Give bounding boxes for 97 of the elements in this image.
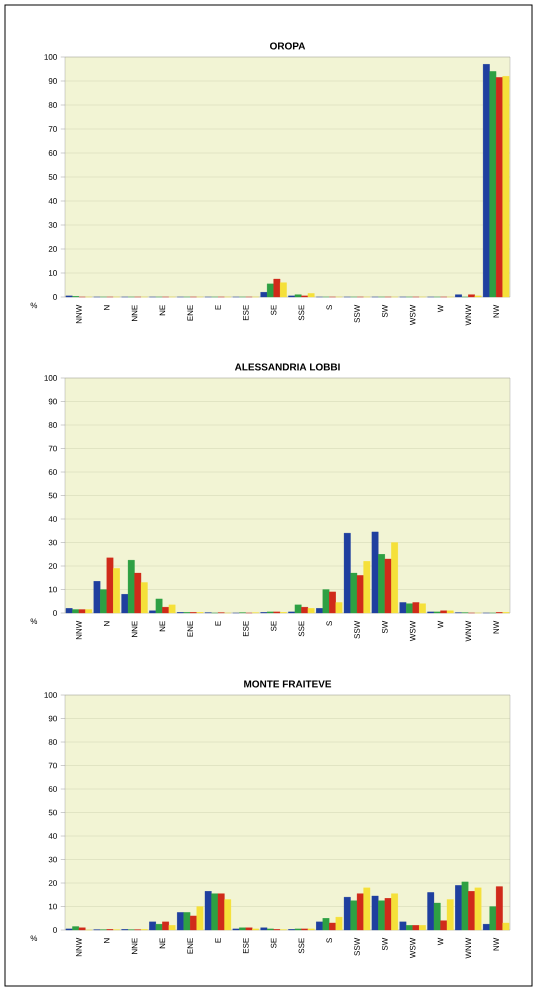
bar	[294, 294, 302, 298]
bar	[400, 602, 406, 614]
bar	[406, 925, 413, 930]
bar	[468, 294, 475, 298]
bar	[336, 602, 342, 614]
chart-title: MONTE FRAITEVE	[244, 680, 332, 688]
bar	[190, 916, 197, 930]
bar	[446, 610, 454, 614]
bar	[316, 922, 323, 930]
bar	[168, 604, 176, 614]
bar	[419, 925, 426, 930]
bar	[496, 77, 503, 298]
bar	[440, 610, 448, 614]
bar	[140, 582, 148, 614]
bar	[344, 896, 351, 930]
bar	[350, 900, 358, 930]
bar	[391, 542, 398, 614]
bar	[363, 561, 370, 614]
bar	[489, 906, 496, 930]
bar	[468, 891, 475, 930]
bar	[482, 924, 490, 930]
bar	[162, 606, 169, 614]
bar	[322, 918, 330, 930]
bar	[440, 920, 448, 930]
bar	[72, 926, 80, 930]
bar	[372, 896, 378, 930]
bar	[419, 603, 426, 614]
bar	[149, 922, 156, 930]
bar	[344, 532, 351, 614]
bar	[196, 906, 204, 930]
bar	[378, 554, 385, 614]
bar	[363, 888, 370, 930]
bar	[246, 928, 252, 930]
bar	[301, 606, 308, 614]
bar	[308, 293, 315, 298]
bar	[211, 893, 218, 930]
bar	[489, 71, 496, 298]
bar	[280, 282, 287, 298]
bar	[134, 572, 142, 614]
bar	[177, 912, 184, 930]
bar	[294, 604, 302, 614]
bar	[78, 609, 86, 614]
bar	[455, 885, 462, 930]
bar	[204, 891, 212, 930]
bar	[329, 592, 336, 614]
bar	[85, 609, 92, 614]
bar	[100, 589, 107, 614]
bar	[106, 558, 114, 614]
bar	[316, 608, 323, 614]
chart-title: OROPA	[270, 42, 306, 50]
bar	[462, 882, 468, 930]
bar	[350, 572, 358, 614]
bar	[162, 922, 169, 930]
bar	[273, 278, 280, 298]
bar	[218, 893, 225, 930]
bar	[184, 912, 190, 930]
bar	[72, 609, 80, 614]
bar	[322, 589, 330, 614]
bar	[446, 899, 454, 930]
bar	[378, 900, 385, 930]
bar	[434, 902, 441, 930]
bar	[149, 610, 156, 614]
bar	[502, 76, 510, 298]
bar	[121, 594, 128, 614]
bar	[308, 608, 315, 614]
bar	[336, 916, 342, 930]
bar	[384, 558, 392, 614]
bar	[406, 603, 413, 614]
bar	[329, 922, 336, 930]
bar	[239, 928, 246, 930]
chart-title: ALESSANDRIA LOBBI	[234, 363, 340, 371]
bar	[427, 892, 434, 930]
bar	[224, 899, 232, 930]
bar	[128, 560, 135, 614]
bar	[496, 886, 503, 930]
bar	[113, 568, 120, 614]
bar	[391, 893, 398, 930]
bar	[156, 924, 162, 930]
bar	[356, 575, 364, 614]
bar	[266, 284, 274, 298]
bar	[156, 598, 162, 614]
bar	[412, 602, 420, 614]
bar	[474, 888, 482, 930]
bar	[260, 928, 268, 930]
bar	[412, 925, 420, 930]
bar	[372, 532, 378, 614]
bar	[78, 928, 86, 930]
bar	[94, 581, 100, 614]
bar	[502, 922, 510, 930]
bar	[384, 898, 392, 930]
bar	[482, 64, 490, 298]
bar	[168, 925, 176, 930]
bar	[356, 893, 364, 930]
bar	[260, 292, 268, 298]
bar	[66, 608, 73, 614]
bar	[455, 294, 462, 298]
bar	[400, 922, 406, 930]
